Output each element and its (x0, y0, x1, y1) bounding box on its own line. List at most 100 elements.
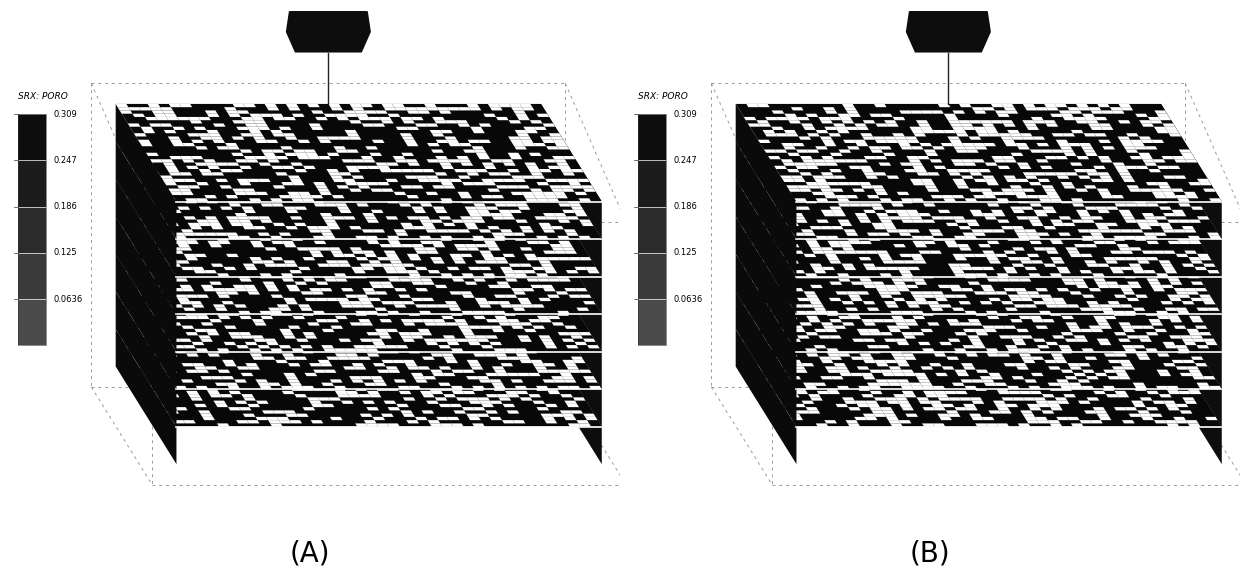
Polygon shape (285, 301, 298, 304)
Polygon shape (413, 158, 425, 161)
Polygon shape (882, 171, 894, 174)
Polygon shape (253, 174, 265, 177)
Polygon shape (498, 172, 511, 175)
Polygon shape (1143, 270, 1156, 274)
Polygon shape (1111, 195, 1123, 198)
Polygon shape (1143, 352, 1156, 355)
Polygon shape (210, 244, 222, 247)
Polygon shape (962, 352, 975, 355)
Polygon shape (253, 324, 265, 327)
Polygon shape (336, 187, 348, 190)
Polygon shape (290, 216, 303, 219)
Polygon shape (466, 360, 479, 363)
Polygon shape (317, 226, 330, 230)
Polygon shape (289, 420, 303, 423)
Polygon shape (164, 355, 176, 359)
Polygon shape (1033, 247, 1047, 251)
Polygon shape (1021, 260, 1033, 264)
Polygon shape (539, 287, 553, 289)
Polygon shape (497, 174, 510, 177)
Polygon shape (1092, 226, 1105, 230)
Polygon shape (409, 257, 422, 260)
Polygon shape (1120, 267, 1132, 270)
Polygon shape (360, 339, 372, 342)
Polygon shape (281, 166, 294, 169)
Polygon shape (936, 228, 949, 231)
Polygon shape (315, 171, 327, 174)
Polygon shape (859, 264, 872, 267)
Polygon shape (870, 391, 883, 394)
Polygon shape (909, 164, 923, 167)
Polygon shape (414, 252, 427, 255)
Polygon shape (768, 142, 780, 144)
Polygon shape (833, 251, 846, 254)
Polygon shape (784, 369, 797, 373)
Polygon shape (216, 404, 228, 407)
Polygon shape (294, 154, 306, 158)
Polygon shape (482, 163, 495, 166)
Polygon shape (735, 142, 796, 276)
Polygon shape (350, 142, 362, 144)
Polygon shape (518, 174, 532, 177)
Polygon shape (557, 311, 570, 314)
Polygon shape (1120, 289, 1132, 293)
Polygon shape (895, 195, 908, 199)
Polygon shape (849, 262, 862, 266)
Polygon shape (859, 353, 872, 356)
Polygon shape (448, 309, 460, 312)
Polygon shape (397, 223, 409, 226)
Polygon shape (345, 355, 357, 359)
Polygon shape (1132, 308, 1146, 311)
Polygon shape (1087, 306, 1100, 309)
Polygon shape (1149, 266, 1162, 268)
Polygon shape (1060, 369, 1074, 373)
Polygon shape (826, 296, 838, 300)
Polygon shape (1001, 361, 1013, 365)
Polygon shape (1030, 246, 1043, 249)
Polygon shape (149, 199, 161, 202)
Polygon shape (928, 179, 940, 182)
Polygon shape (192, 161, 205, 164)
Polygon shape (358, 394, 371, 397)
Polygon shape (435, 327, 449, 331)
Polygon shape (842, 247, 854, 251)
Polygon shape (924, 171, 936, 174)
Polygon shape (531, 194, 543, 197)
Polygon shape (1153, 234, 1166, 238)
Polygon shape (579, 236, 591, 239)
Polygon shape (453, 337, 465, 340)
Polygon shape (776, 304, 789, 308)
Polygon shape (1116, 192, 1128, 195)
Polygon shape (303, 280, 315, 283)
Polygon shape (366, 423, 378, 427)
Polygon shape (362, 311, 374, 314)
Text: 0.186: 0.186 (673, 202, 697, 211)
Polygon shape (800, 142, 812, 144)
Polygon shape (330, 161, 342, 164)
Polygon shape (1148, 319, 1161, 322)
Polygon shape (428, 223, 440, 226)
Polygon shape (835, 180, 847, 184)
Polygon shape (1118, 376, 1131, 379)
Polygon shape (1049, 423, 1063, 427)
Polygon shape (951, 293, 963, 296)
Polygon shape (1022, 303, 1034, 306)
Polygon shape (942, 334, 956, 337)
Polygon shape (959, 308, 971, 311)
Polygon shape (828, 230, 842, 233)
Bar (19, 253, 46, 299)
Polygon shape (811, 252, 823, 256)
Polygon shape (445, 345, 458, 348)
Polygon shape (484, 241, 496, 244)
Polygon shape (1034, 252, 1047, 255)
Polygon shape (1019, 246, 1033, 249)
Polygon shape (247, 164, 259, 167)
Polygon shape (342, 164, 355, 167)
Polygon shape (386, 350, 399, 353)
Polygon shape (215, 197, 227, 200)
Polygon shape (444, 266, 456, 268)
Polygon shape (371, 210, 383, 213)
Polygon shape (954, 259, 966, 262)
Polygon shape (1001, 120, 1013, 123)
Polygon shape (309, 363, 321, 367)
